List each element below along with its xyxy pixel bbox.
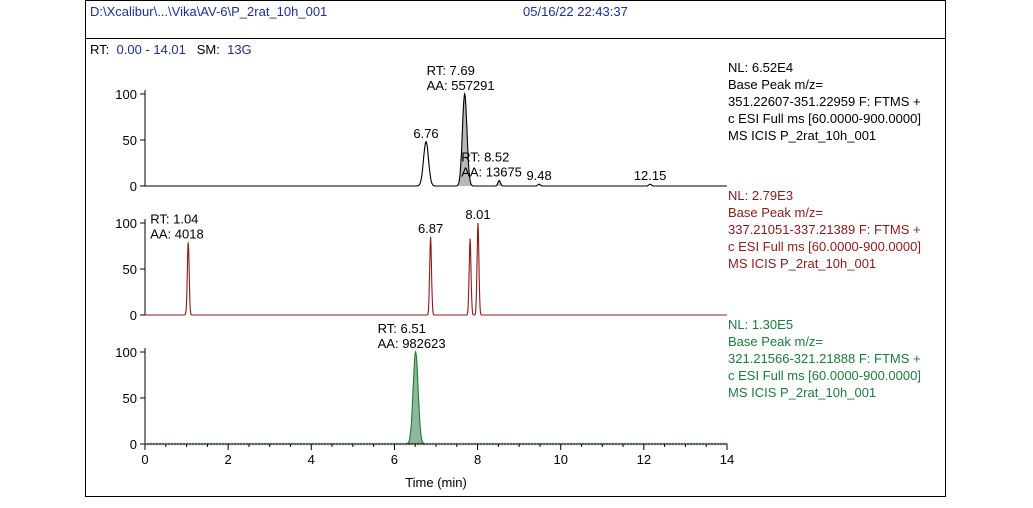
panel-3-peak-label: RT: 6.51 xyxy=(378,321,426,336)
panel-2-y-tick-label: 50 xyxy=(123,262,137,277)
panel-2-info-line: 337.21051-337.21389 F: FTMS + xyxy=(728,222,921,237)
range-info: RT: 0.00 - 14.01 SM: 13G xyxy=(90,42,252,57)
panel-1-info-line: NL: 6.52E4 xyxy=(728,60,793,75)
rt-range-value: 0.00 - 14.01 xyxy=(116,42,186,57)
panel-3-info-line: NL: 1.30E5 xyxy=(728,317,793,332)
panel-2-info-line: NL: 2.79E3 xyxy=(728,188,793,203)
x-tick-label: 0 xyxy=(141,452,148,467)
panel-1-peak-label: AA: 557291 xyxy=(427,78,495,93)
panel-1-info-line: MS ICIS P_2rat_10h_001 xyxy=(728,128,876,143)
panel-3-peak-label: AA: 982623 xyxy=(378,336,446,351)
x-tick-label: 2 xyxy=(225,452,232,467)
x-tick-label: 8 xyxy=(474,452,481,467)
panel-3-trace xyxy=(145,350,727,445)
sm-label: SM: xyxy=(196,42,220,57)
panel-1-info-line: 351.22607-351.22959 F: FTMS + xyxy=(728,94,921,109)
panel-1-info-line: c ESI Full ms [60.0000-900.0000] xyxy=(728,111,921,126)
panel-3-info-line: 321.21566-321.21888 F: FTMS + xyxy=(728,351,921,366)
panel-2-peak-label: RT: 1.04 xyxy=(150,211,198,226)
panel-1-y-tick-label: 50 xyxy=(123,133,137,148)
panel-3-info-line: Base Peak m/z= xyxy=(728,334,823,349)
panel-1-y-tick-label: 0 xyxy=(130,179,137,194)
panel-1-peak-label: 12.15 xyxy=(634,168,667,183)
panel-2-trace xyxy=(145,222,727,316)
panel-1-peak-label: RT: 8.52 xyxy=(461,149,509,164)
x-axis-title: Time (min) xyxy=(405,475,467,490)
x-tick-label: 10 xyxy=(553,452,567,467)
panel-1-trace xyxy=(145,91,727,187)
panel-3-y-tick-label: 50 xyxy=(123,391,137,406)
file-path: D:\Xcalibur\...\Vika\AV-6\P_2rat_10h_001 xyxy=(90,4,328,19)
panel-3-peak-area-1 xyxy=(407,352,424,444)
chromatogram-frame xyxy=(85,0,946,497)
panel-1-info-line: Base Peak m/z= xyxy=(728,77,823,92)
panel-2-info-line: MS ICIS P_2rat_10h_001 xyxy=(728,256,876,271)
header-divider xyxy=(85,38,946,39)
panel-2-y-tick-label: 0 xyxy=(130,308,137,323)
panel-2-peak-label: 6.87 xyxy=(418,221,443,236)
timestamp: 05/16/22 22:43:37 xyxy=(523,4,628,19)
x-tick-label: 12 xyxy=(637,452,651,467)
panel-1-peak-label: AA: 13675 xyxy=(461,164,522,179)
panel-3-info-line: MS ICIS P_2rat_10h_001 xyxy=(728,385,876,400)
panel-2-y-tick-label: 100 xyxy=(115,216,137,231)
x-tick-label: 6 xyxy=(391,452,398,467)
panel-3-y-tick-label: 100 xyxy=(115,345,137,360)
panel-1-peak-label: 9.48 xyxy=(526,168,551,183)
rt-label: RT: xyxy=(90,42,110,57)
panel-1-peak-label: RT: 7.69 xyxy=(427,63,475,78)
x-tick-label: 4 xyxy=(308,452,315,467)
x-tick-label: 14 xyxy=(720,452,734,467)
sm-value: 13G xyxy=(227,42,252,57)
panel-2-peak-label: 8.01 xyxy=(465,207,490,222)
panel-2-peak-label: AA: 4018 xyxy=(150,226,204,241)
panel-2-info-line: Base Peak m/z= xyxy=(728,205,823,220)
panel-3-info-line: c ESI Full ms [60.0000-900.0000] xyxy=(728,368,921,383)
panel-2-info-line: c ESI Full ms [60.0000-900.0000] xyxy=(728,239,921,254)
panel-3-y-tick-label: 0 xyxy=(130,437,137,452)
panel-1-y-tick-label: 100 xyxy=(115,87,137,102)
panel-1-peak-label: 6.76 xyxy=(413,126,438,141)
